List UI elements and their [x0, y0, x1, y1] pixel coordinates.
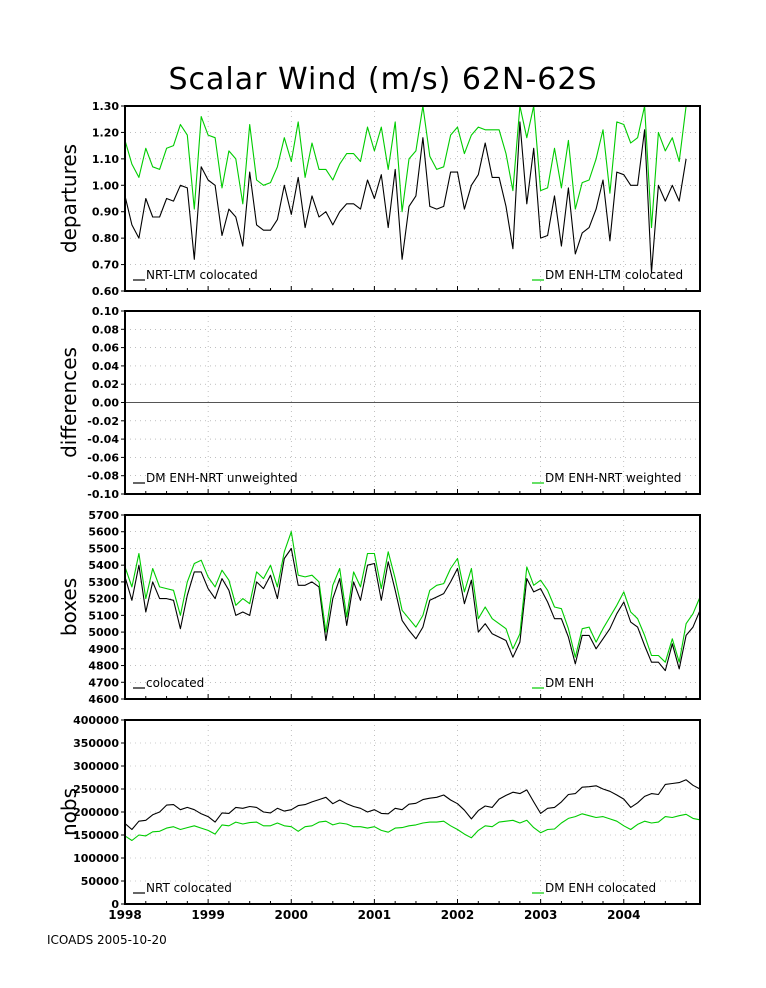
y-tick-label: 0.08 [92, 323, 119, 336]
y-axis-label: boxes [57, 578, 81, 636]
x-tick-label: 2000 [275, 908, 308, 922]
y-tick-label: 5000 [88, 626, 119, 639]
y-tick-label: 0 [111, 898, 119, 911]
y-tick-label: 0.00 [92, 397, 119, 410]
legend-label: DM ENH colocated [545, 881, 656, 895]
y-tick-label: 0.06 [92, 342, 119, 355]
y-tick-label: 1.20 [92, 126, 119, 139]
x-tick-label: 2002 [441, 908, 474, 922]
series-line-1 [124, 105, 687, 229]
x-tick-label: 1999 [191, 908, 224, 922]
legend-label: colocated [146, 676, 204, 690]
y-tick-label: 0.90 [92, 206, 119, 219]
y-tick-label: 0.10 [92, 305, 119, 318]
series-line-0 [124, 121, 687, 274]
y-tick-label: 0.70 [92, 259, 119, 272]
y-tick-label: 0.04 [92, 360, 119, 373]
y-tick-label: 5200 [88, 593, 119, 606]
chart-title: Scalar Wind (m/s) 62N-62S [168, 62, 598, 97]
y-tick-label: 0.80 [92, 232, 119, 245]
y-axis-label: departures [57, 144, 81, 253]
y-tick-label: 150000 [73, 829, 119, 842]
panel-frame [124, 105, 701, 292]
series-line-1 [124, 531, 701, 663]
y-tick-label: 0.02 [92, 378, 119, 391]
y-tick-label: 4600 [88, 693, 119, 706]
legend-label: NRT-LTM colocated [146, 268, 258, 282]
legend-label: NRT colocated [146, 881, 232, 895]
y-tick-label: 4700 [88, 676, 119, 689]
legend-label: DM ENH-NRT weighted [545, 471, 681, 485]
y-tick-label: 1.10 [92, 153, 119, 166]
y-tick-label: 400000 [73, 714, 119, 727]
y-tick-label: 5400 [88, 559, 119, 572]
panel-nobs: 400000 350000 300000 250000 200000 150000 1000… [57, 714, 701, 911]
y-tick-label: 1.30 [92, 100, 119, 113]
y-tick-label: 200000 [73, 806, 119, 819]
panel-frame [124, 719, 701, 905]
series-line-1 [124, 813, 701, 842]
y-tick-label: 5600 [88, 526, 119, 539]
x-tick-label: 2001 [358, 908, 391, 922]
y-tick-label: 0.60 [92, 285, 119, 298]
y-tick-label: 100000 [73, 852, 119, 865]
y-axis-label: differences [57, 347, 81, 458]
y-tick-label: 4800 [88, 660, 119, 673]
y-tick-label: 50000 [81, 875, 120, 888]
panel-frame [124, 310, 701, 495]
y-tick-label: 5300 [88, 576, 119, 589]
y-tick-label: -0.02 [87, 415, 119, 428]
y-tick-label: -0.08 [87, 470, 119, 483]
y-tick-label: 300000 [73, 760, 119, 773]
y-tick-label: 5100 [88, 609, 119, 622]
panel-frame [124, 514, 701, 700]
series-line-0 [124, 779, 701, 831]
y-axis-label: nobs [57, 788, 81, 836]
y-tick-label: 5700 [88, 509, 119, 522]
panel-boxes: 5700 5600 5500 5400 5300 5200 5100 5000 4900 4800… [57, 509, 701, 706]
y-tick-label: 4900 [88, 643, 119, 656]
panel-differences: 0.10 0.08 0.06 0.04 0.02 0.00 -0.02 -0.04 -0.06 -… [57, 305, 701, 501]
y-tick-label: 250000 [73, 783, 119, 796]
panels-group: 0.60 0.70 0.80 0.90 1.00 1.10 1.20 1.30 NRT-LTM … [57, 100, 701, 922]
legend-label: DM ENH-LTM colocated [545, 268, 683, 282]
y-tick-label: 1.00 [92, 179, 119, 192]
legend-label: DM ENH-NRT unweighted [146, 471, 298, 485]
legend-label: DM ENH [545, 676, 594, 690]
x-tick-label: 2004 [607, 908, 640, 922]
y-tick-label: 350000 [73, 737, 119, 750]
x-tick-label: 2003 [524, 908, 557, 922]
y-tick-label: -0.10 [87, 488, 119, 501]
y-tick-label: -0.06 [87, 451, 119, 464]
series-line-0 [124, 547, 701, 672]
y-tick-label: -0.04 [87, 433, 119, 446]
x-tick-label: 1998 [108, 908, 141, 922]
y-tick-label: 5500 [88, 542, 119, 555]
footer-label: ICOADS 2005-10-20 [47, 933, 167, 947]
panel-departures: 0.60 0.70 0.80 0.90 1.00 1.10 1.20 1.30 NRT-LTM … [57, 100, 701, 298]
